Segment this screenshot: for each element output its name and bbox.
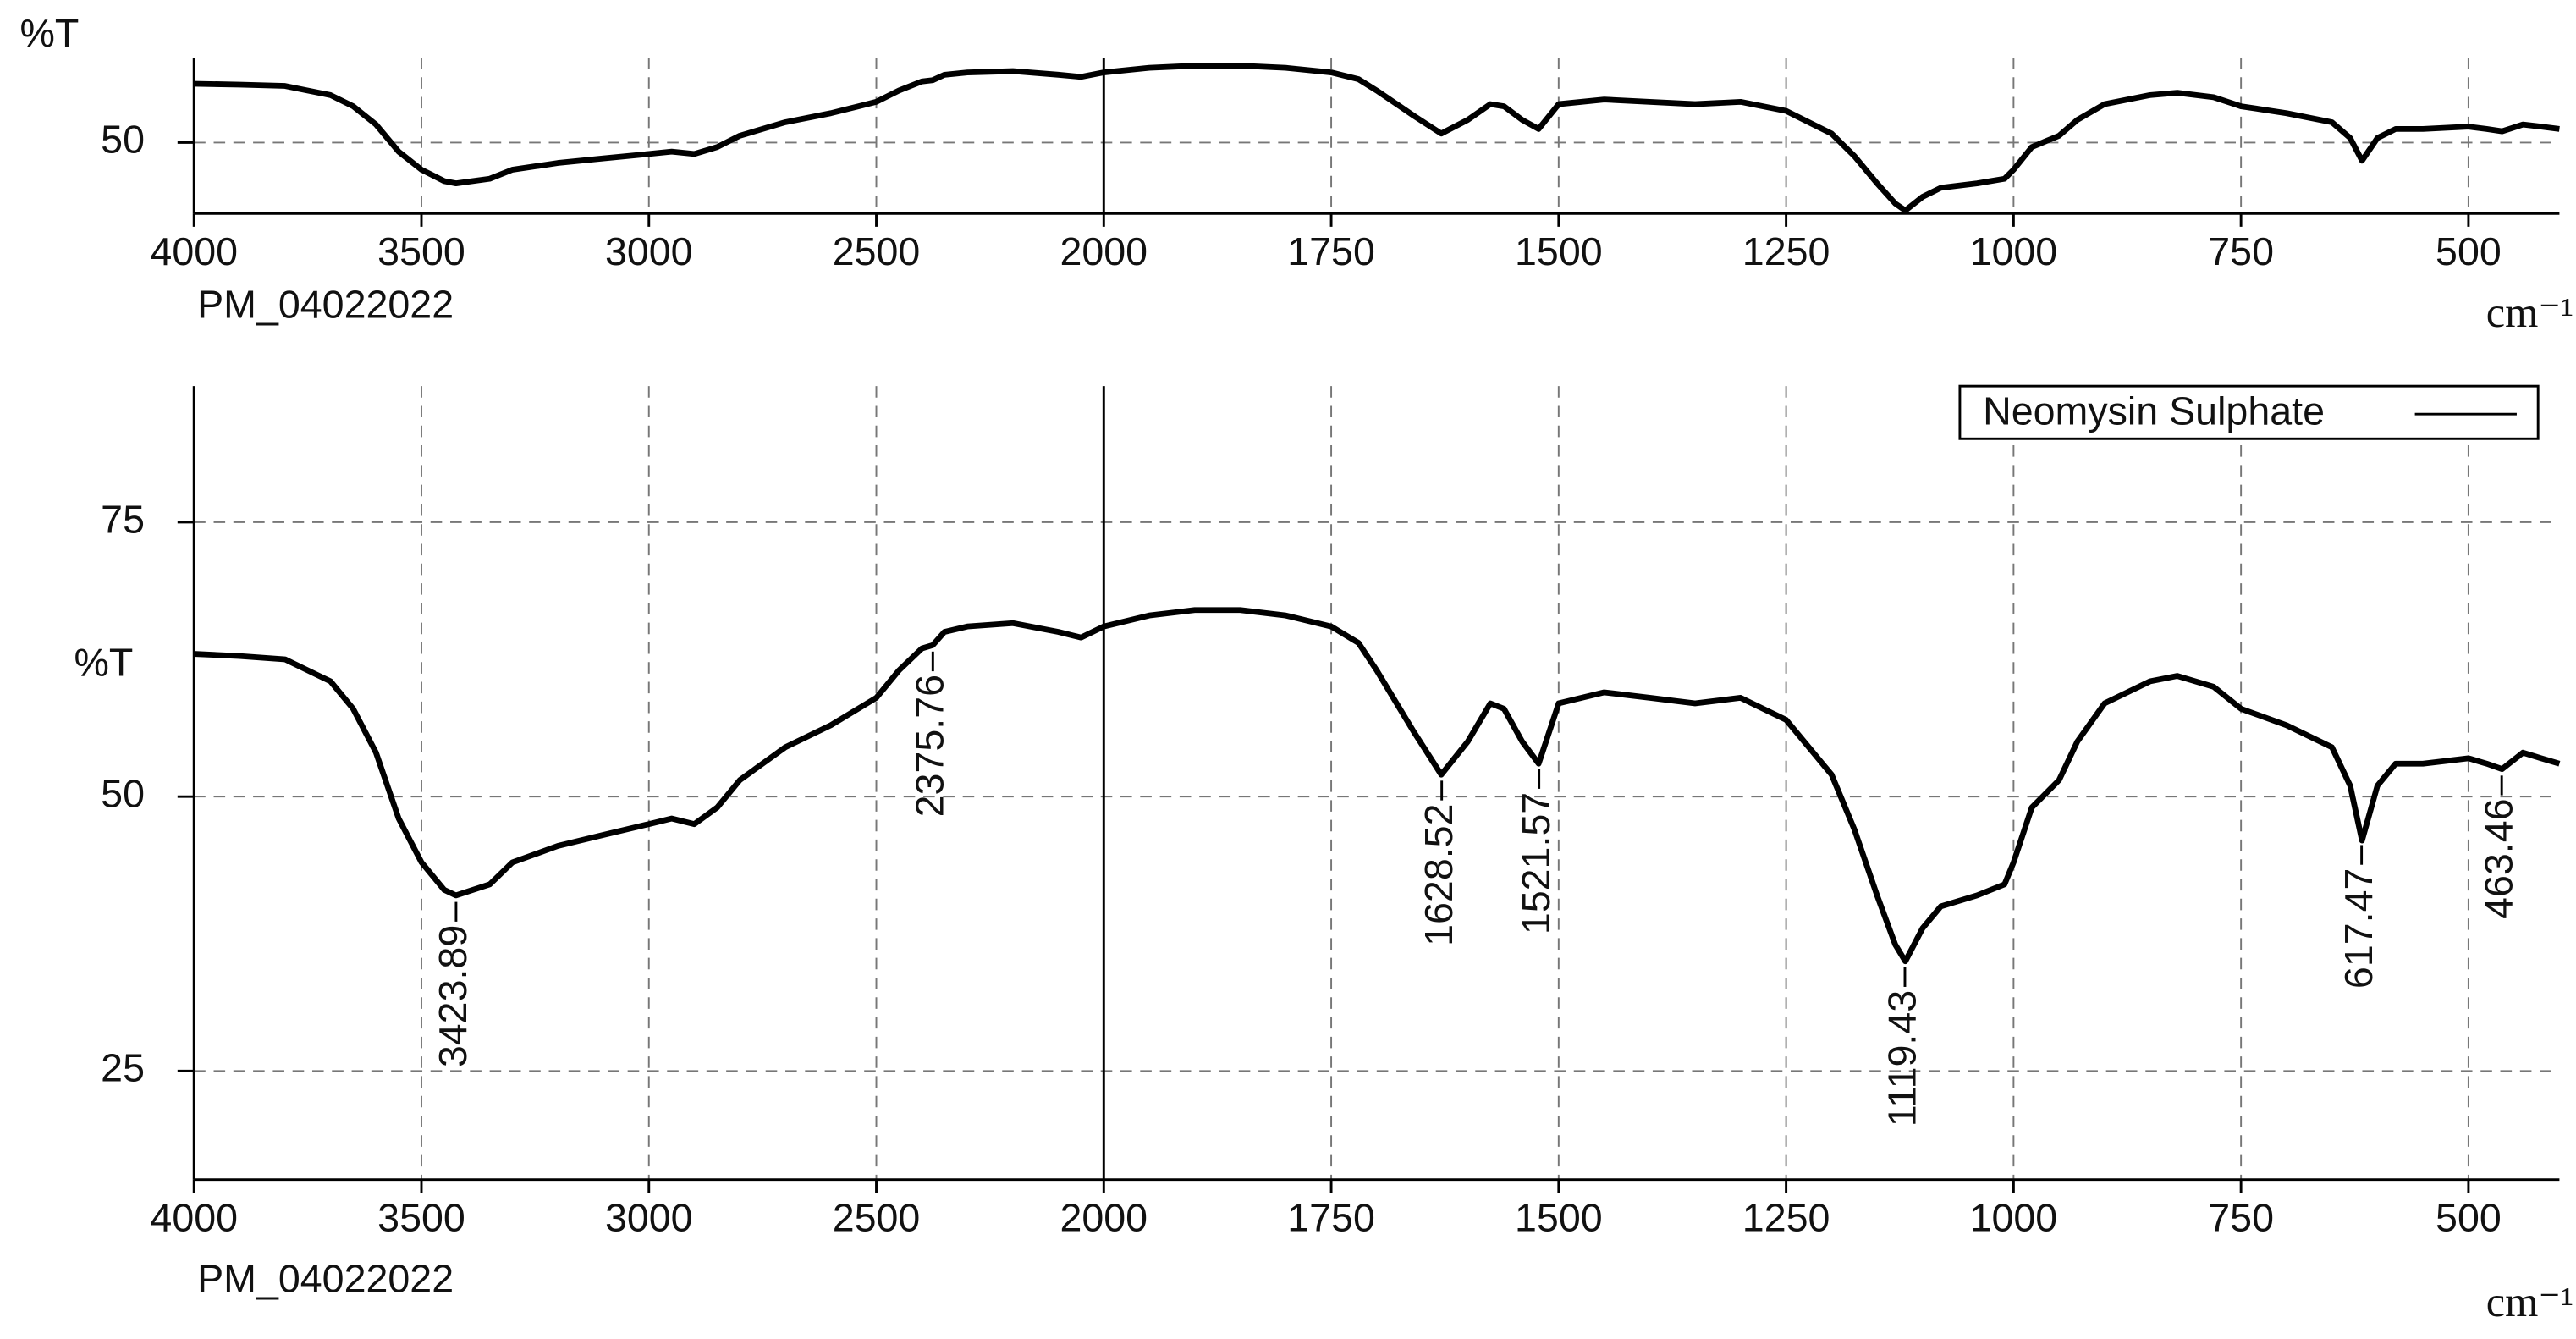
x-tick-label: 1250 (1742, 229, 1830, 273)
x-tick-label: 3500 (377, 229, 465, 273)
x-axis-label: cm⁻¹ (2486, 1278, 2573, 1325)
x-tick-label: 1750 (1287, 1196, 1375, 1240)
y-tick-label: 75 (101, 497, 145, 541)
y-tick-label: 50 (101, 118, 145, 162)
y-axis-label: %T (19, 11, 79, 55)
x-tick-label: 2000 (1060, 229, 1148, 273)
peak-label: 463.46 (2476, 798, 2520, 918)
x-tick-label: 4000 (150, 1196, 238, 1240)
x-tick-label: 1750 (1287, 229, 1375, 273)
x-tick-label: 500 (2436, 229, 2502, 273)
peak-label: 3423.89 (431, 925, 475, 1067)
peak-label: 1628.52 (1417, 804, 1461, 946)
spectrum-line (194, 63, 2560, 214)
legend-box (1958, 384, 2540, 440)
peak-label: 2375.76 (908, 675, 952, 817)
y-tick-label: 50 (101, 771, 145, 815)
y-axis-label: %T (74, 640, 134, 684)
x-tick-label: 1000 (1970, 1196, 2058, 1240)
x-tick-label: 1250 (1742, 1196, 1830, 1240)
peak-label: 617.47 (2337, 868, 2381, 989)
x-tick-label: 3000 (605, 229, 693, 273)
legend-label: Neomysin Sulphate (1983, 388, 2325, 433)
x-tick-label: 3000 (605, 1196, 693, 1240)
x-tick-label: 2000 (1060, 1196, 1148, 1240)
x-tick-label: 1000 (1970, 229, 2058, 273)
x-tick-label: 500 (2436, 1196, 2502, 1240)
peak-label: 1521.57 (1514, 792, 1558, 934)
x-tick-label: 1500 (1515, 229, 1603, 273)
x-tick-label: 750 (2208, 229, 2274, 273)
x-tick-label: 750 (2208, 1196, 2274, 1240)
peak-label: 1119.43 (1880, 990, 1924, 1127)
x-axis-label: cm⁻¹ (2486, 289, 2573, 336)
x-tick-label: 2500 (833, 229, 921, 273)
subtitle: PM_04022022 (197, 282, 454, 326)
x-tick-label: 1500 (1515, 1196, 1603, 1240)
subtitle: PM_04022022 (197, 1256, 454, 1300)
x-tick-label: 4000 (150, 229, 238, 273)
x-tick-label: 3500 (377, 1196, 465, 1240)
spectrum-line (194, 607, 2561, 965)
y-tick-label: 25 (101, 1046, 145, 1090)
x-tick-label: 2500 (833, 1196, 921, 1240)
